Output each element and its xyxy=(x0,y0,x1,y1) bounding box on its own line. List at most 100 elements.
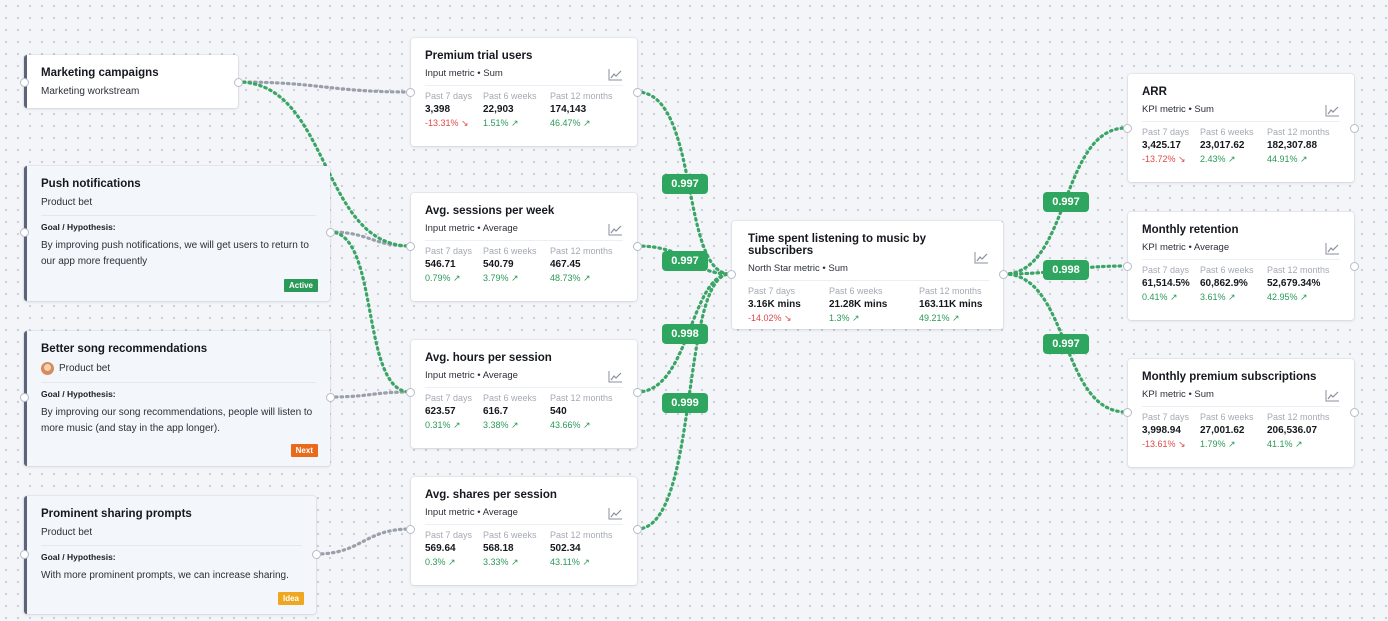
connector-sharing-to-shares xyxy=(314,527,412,556)
period-value: 546.71 xyxy=(425,259,456,270)
correlation-badge-hours[interactable]: 0.998 xyxy=(662,324,708,344)
kpi-card-arr[interactable]: ARR KPI metric • Sum Past 7 days 3,425.17… xyxy=(1128,74,1354,182)
connection-handle-icon[interactable] xyxy=(406,525,415,534)
connection-handle-icon[interactable] xyxy=(20,550,29,559)
connection-handle-icon[interactable] xyxy=(633,388,642,397)
period-label: Past 7 days xyxy=(425,530,473,540)
period-value: 569.64 xyxy=(425,543,456,554)
connection-handle-icon[interactable] xyxy=(326,228,335,237)
trend-line-icon[interactable] xyxy=(1325,389,1340,402)
change-value: 42.95% xyxy=(1267,292,1298,302)
connection-handle-icon[interactable] xyxy=(1350,124,1359,133)
connection-handle-icon[interactable] xyxy=(406,242,415,251)
period-value: 52,679.34% xyxy=(1267,278,1321,289)
period-label: Past 12 months xyxy=(550,393,613,403)
metric-card-avg-sessions-per-week[interactable]: Avg. sessions per week Input metric • Av… xyxy=(411,193,637,301)
period-value: 540.79 xyxy=(483,259,514,270)
connection-handle-icon[interactable] xyxy=(326,393,335,402)
period-change: -13.61% ↘ xyxy=(1142,439,1200,450)
bet-subtitle: Product bet xyxy=(41,362,316,375)
metric-type: North Star metric • Sum xyxy=(748,263,848,274)
period-label: Past 7 days xyxy=(748,286,796,296)
bet-card-better-song-recommendations[interactable]: Better song recommendations Product bet … xyxy=(24,331,330,466)
trend-line-icon[interactable] xyxy=(608,507,623,520)
metric-card-avg-shares-per-session[interactable]: Avg. shares per session Input metric • A… xyxy=(411,477,637,585)
connection-handle-icon[interactable] xyxy=(20,393,29,402)
divider xyxy=(41,215,316,216)
trend-up-icon: ↗ xyxy=(1300,292,1308,302)
correlation-badge-arr[interactable]: 0.997 xyxy=(1043,192,1089,212)
trend-down-icon: ↘ xyxy=(784,313,792,323)
connection-handle-icon[interactable] xyxy=(999,270,1008,279)
trend-line-icon[interactable] xyxy=(974,251,989,264)
metric-title: Avg. hours per session xyxy=(425,352,552,364)
kpi-card-monthly-retention[interactable]: Monthly retention KPI metric • Average P… xyxy=(1128,212,1354,320)
kpi-card-monthly-premium-subscriptions[interactable]: Monthly premium subscriptions KPI metric… xyxy=(1128,359,1354,467)
period-column: Past 7 days 3.16K mins -14.02% ↘ xyxy=(748,286,829,324)
connection-handle-icon[interactable] xyxy=(406,388,415,397)
period-change: 2.43% ↗ xyxy=(1200,154,1267,165)
trend-line-icon[interactable] xyxy=(608,68,623,81)
connection-handle-icon[interactable] xyxy=(20,78,29,87)
metric-card-avg-hours-per-session[interactable]: Avg. hours per session Input metric • Av… xyxy=(411,340,637,448)
correlation-badge-trial[interactable]: 0.997 xyxy=(662,174,708,194)
correlation-badge-subscriptions[interactable]: 0.997 xyxy=(1043,334,1089,354)
period-label: Past 12 months xyxy=(550,530,613,540)
connection-handle-icon[interactable] xyxy=(1123,262,1132,271)
connection-handle-icon[interactable] xyxy=(1350,262,1359,271)
period-label: Past 12 months xyxy=(1267,127,1330,137)
period-column: Past 7 days 546.71 0.79% ↗ xyxy=(425,246,483,284)
period-column: Past 6 weeks 23,017.62 2.43% ↗ xyxy=(1200,127,1267,165)
divider xyxy=(41,382,316,383)
north-star-metric-card[interactable]: Time spent listening to music by subscri… xyxy=(732,221,1003,329)
period-label: Past 12 months xyxy=(1267,412,1330,422)
connection-handle-icon[interactable] xyxy=(312,550,321,559)
trend-down-icon: ↘ xyxy=(1178,439,1186,449)
connection-handle-icon[interactable] xyxy=(633,242,642,251)
metric-periods: Past 7 days 3,398 -13.31% ↘ Past 6 weeks 22… xyxy=(425,85,623,129)
trend-line-icon[interactable] xyxy=(608,370,623,383)
period-label: Past 7 days xyxy=(1142,265,1190,275)
correlation-badge-shares[interactable]: 0.999 xyxy=(662,393,708,413)
period-column: Past 12 months 163.11K mins 49.21% ↗ xyxy=(919,286,999,324)
trend-line-icon[interactable] xyxy=(1325,104,1340,117)
connection-handle-icon[interactable] xyxy=(633,88,642,97)
bet-card-prominent-sharing-prompts[interactable]: Prominent sharing prompts Product bet Go… xyxy=(24,496,316,614)
period-value: 623.57 xyxy=(425,406,456,417)
connection-handle-icon[interactable] xyxy=(1123,124,1132,133)
bet-card-push-notifications[interactable]: Push notifications Product bet Goal / Hy… xyxy=(24,166,330,301)
change-value: 3.38% xyxy=(483,420,509,430)
user-avatar-icon xyxy=(41,362,54,375)
change-value: 44.91% xyxy=(1267,154,1298,164)
hypothesis-text: By improving our song recommendations, p… xyxy=(41,407,313,434)
trend-up-icon: ↗ xyxy=(583,118,591,128)
metric-title: Avg. sessions per week xyxy=(425,205,555,217)
metric-type: Input metric • Average xyxy=(425,507,518,518)
connection-handle-icon[interactable] xyxy=(20,228,29,237)
bet-title: Marketing campaigns xyxy=(41,67,159,79)
metric-card-premium-trial-users[interactable]: Premium trial users Input metric • Sum P… xyxy=(411,38,637,146)
change-value: 1.51% xyxy=(483,118,509,128)
period-label: Past 6 weeks xyxy=(483,91,537,101)
metric-title: Monthly premium subscriptions xyxy=(1142,371,1317,383)
trend-up-icon: ↗ xyxy=(448,557,456,567)
metric-title: Premium trial users xyxy=(425,50,533,62)
connection-handle-icon[interactable] xyxy=(1123,408,1132,417)
trend-line-icon[interactable] xyxy=(1325,242,1340,255)
connection-handle-icon[interactable] xyxy=(1350,408,1359,417)
connection-handle-icon[interactable] xyxy=(234,78,243,87)
correlation-badge-sessions[interactable]: 0.997 xyxy=(662,251,708,271)
connection-handle-icon[interactable] xyxy=(727,270,736,279)
metric-periods: Past 7 days 3,425.17 -13.72% ↘ Past 6 week… xyxy=(1142,121,1340,165)
bet-card-marketing-campaigns[interactable]: Marketing campaigns Marketing workstream xyxy=(24,55,238,108)
connection-handle-icon[interactable] xyxy=(406,88,415,97)
metric-type: KPI metric • Sum xyxy=(1142,389,1214,400)
hypothesis-label: Goal / Hypothesis: xyxy=(41,552,116,562)
correlation-badge-retention[interactable]: 0.998 xyxy=(1043,260,1089,280)
period-value: 174,143 xyxy=(550,104,587,115)
bet-subtitle-text: Marketing workstream xyxy=(41,86,140,97)
change-value: 43.11% xyxy=(550,557,580,567)
connection-handle-icon[interactable] xyxy=(633,525,642,534)
metric-title: ARR xyxy=(1142,86,1167,98)
trend-line-icon[interactable] xyxy=(608,223,623,236)
